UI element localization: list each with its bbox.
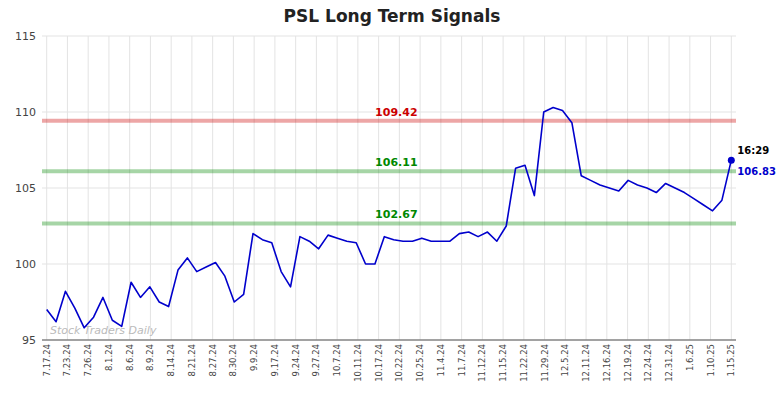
last-point — [728, 157, 735, 164]
x-grid-line — [482, 36, 483, 340]
x-tick-label: 8.27.24 — [208, 344, 218, 376]
x-tick-label: 7.26.24 — [83, 344, 93, 376]
signal-band — [42, 119, 736, 123]
x-grid-line — [461, 36, 462, 340]
x-tick-label: 11.22.24 — [519, 344, 529, 382]
y-grid-line — [42, 36, 736, 37]
x-tick-label: 1.10.25 — [706, 344, 716, 376]
signal-label: 106.11 — [375, 156, 417, 169]
x-grid-line — [523, 36, 524, 340]
x-tick-label: 11.7.24 — [457, 344, 467, 376]
x-grid-line — [46, 36, 47, 340]
x-grid-line — [212, 36, 213, 340]
x-grid-line — [399, 36, 400, 340]
last-time-label: 16:29 — [737, 145, 769, 156]
x-tick-label: 7.17.24 — [42, 344, 52, 376]
x-tick-label: 12.24.24 — [643, 344, 653, 382]
x-grid-line — [129, 36, 130, 340]
x-grid-line — [337, 36, 338, 340]
x-tick-label: 8.1.24 — [104, 344, 114, 371]
x-tick-label: 8.6.24 — [125, 344, 135, 371]
plot-area — [42, 107, 736, 327]
x-grid-line — [295, 36, 296, 340]
x-axis-line — [42, 339, 736, 340]
signal-band — [42, 169, 736, 173]
x-grid-line — [669, 36, 670, 340]
x-tick-label: 8.21.24 — [187, 344, 197, 376]
x-tick-label: 12.31.24 — [664, 344, 674, 382]
x-grid-line — [731, 36, 732, 340]
x-tick-label: 12.19.24 — [623, 344, 633, 382]
x-tick-label: 11.4.24 — [436, 344, 446, 376]
x-grid-line — [710, 36, 711, 340]
x-grid-line — [627, 36, 628, 340]
x-tick-label: 9.17.24 — [270, 344, 280, 376]
x-grid-line — [88, 36, 89, 340]
x-tick-label: 11.15.24 — [498, 344, 508, 382]
y-grid-line — [42, 264, 736, 265]
x-tick-label: 12.16.24 — [602, 344, 612, 382]
y-tick-label: 110 — [15, 106, 36, 119]
y-grid-line — [42, 340, 736, 341]
y-tick-label: 115 — [15, 30, 36, 43]
x-grid-line — [274, 36, 275, 340]
signal-label: 109.42 — [375, 106, 417, 119]
y-tick-label: 105 — [15, 182, 36, 195]
x-tick-label: 1.6.25 — [685, 344, 695, 371]
signal-label: 102.67 — [375, 208, 417, 221]
x-grid-line — [191, 36, 192, 340]
x-tick-label: 7.23.24 — [62, 344, 72, 376]
x-tick-label: 11.29.24 — [540, 344, 550, 382]
x-tick-label: 9.9.24 — [249, 344, 259, 371]
x-tick-label: 1.15.25 — [726, 344, 736, 376]
x-grid-line — [420, 36, 421, 340]
x-tick-label: 12.5.24 — [560, 344, 570, 376]
x-grid-line — [440, 36, 441, 340]
last-value-label: 106.83 — [737, 166, 776, 177]
x-tick-label: 10.7.24 — [332, 344, 342, 376]
x-grid-line — [108, 36, 109, 340]
y-tick-label: 100 — [15, 258, 36, 271]
x-tick-label: 8.14.24 — [166, 344, 176, 376]
x-grid-line — [233, 36, 234, 340]
signal-band — [42, 221, 736, 225]
x-tick-label: 12.11.24 — [581, 344, 591, 382]
x-grid-line — [503, 36, 504, 340]
x-grid-line — [316, 36, 317, 340]
x-grid-line — [357, 36, 358, 340]
price-line — [47, 107, 732, 327]
x-tick-label: 10.17.24 — [374, 344, 384, 382]
x-tick-label: 9.24.24 — [291, 344, 301, 376]
x-grid-line — [565, 36, 566, 340]
x-grid-line — [150, 36, 151, 340]
y-tick-label: 95 — [22, 334, 36, 347]
x-grid-line — [378, 36, 379, 340]
x-tick-label: 8.9.24 — [145, 344, 155, 371]
grid — [42, 36, 736, 340]
x-tick-label: 10.22.24 — [394, 344, 404, 382]
x-tick-label: 11.12.24 — [477, 344, 487, 382]
x-grid-line — [544, 36, 545, 340]
x-grid-line — [254, 36, 255, 340]
x-tick-label: 10.11.24 — [353, 344, 363, 382]
x-grid-line — [586, 36, 587, 340]
x-tick-label: 10.25.24 — [415, 344, 425, 382]
x-tick-label: 9.27.24 — [311, 344, 321, 376]
x-tick-label: 8.30.24 — [228, 344, 238, 376]
watermark: Stock Traders Daily — [50, 324, 157, 337]
chart: 95 100 105 110 115 7.17.24 7.23.24 7.26.24 8.1.2… — [0, 0, 784, 398]
title: PSL Long Term Signals — [284, 6, 501, 26]
x-grid-line — [689, 36, 690, 340]
y-grid-line — [42, 188, 736, 189]
